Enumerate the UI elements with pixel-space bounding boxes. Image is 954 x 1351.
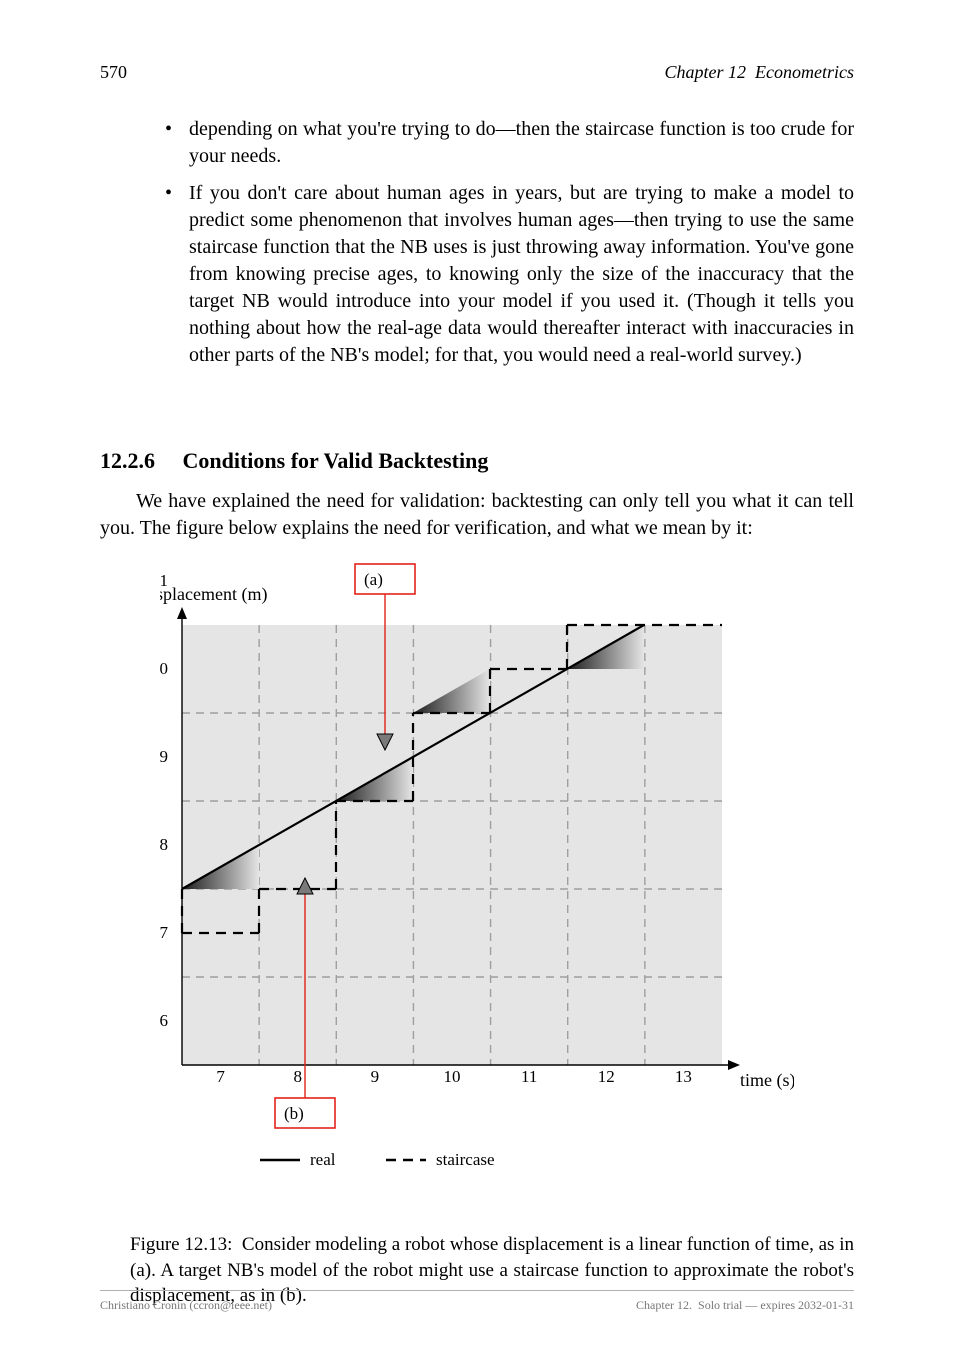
svg-text:13: 13 <box>675 1067 692 1086</box>
svg-text:8: 8 <box>293 1067 302 1086</box>
svg-text:8: 8 <box>160 835 168 854</box>
figure-12-13: 7891011121367891011time (s)displacement … <box>160 560 794 1200</box>
svg-text:12: 12 <box>598 1067 615 1086</box>
figure-svg: 7891011121367891011time (s)displacement … <box>160 560 794 1195</box>
footer-right: Chapter 12. Solo trial — expires 2032-01… <box>636 1298 854 1313</box>
page-number: 570 <box>100 62 127 83</box>
section-number: 12.2.6 <box>100 448 155 473</box>
bullet-2-text: If you don't care about human ages in ye… <box>189 180 854 369</box>
intro-paragraph: We have explained the need for validatio… <box>100 488 854 542</box>
svg-text:10: 10 <box>444 1067 461 1086</box>
bullet-1: • depending on what you're trying to do—… <box>165 116 854 170</box>
running-head: Chapter 12 Econometrics <box>665 62 854 83</box>
svg-text:7: 7 <box>160 923 169 942</box>
svg-text:6: 6 <box>160 1011 168 1030</box>
svg-text:real: real <box>310 1150 336 1169</box>
section-heading: 12.2.6 Conditions for Valid Backtesting <box>100 448 488 474</box>
page: { "page": { "number": "570", "running_he… <box>0 0 954 1351</box>
footer-left: Christiano Cronin (ccron@ieee.net) <box>100 1298 272 1313</box>
footer: Christiano Cronin (ccron@ieee.net) Chapt… <box>100 1298 854 1313</box>
footer-rule <box>100 1290 854 1291</box>
svg-text:9: 9 <box>371 1067 380 1086</box>
bullet-mark: • <box>165 180 179 369</box>
svg-text:time (s): time (s) <box>740 1070 794 1091</box>
svg-text:(b): (b) <box>284 1104 304 1123</box>
section-title: Conditions for Valid Backtesting <box>183 448 489 473</box>
svg-text:10: 10 <box>160 659 168 678</box>
svg-text:11: 11 <box>521 1067 537 1086</box>
bullet-1-text: depending on what you're trying to do—th… <box>189 116 854 170</box>
svg-text:9: 9 <box>160 747 168 766</box>
svg-text:7: 7 <box>216 1067 225 1086</box>
bullet-2: • If you don't care about human ages in … <box>165 180 854 369</box>
svg-text:(a): (a) <box>364 570 383 589</box>
caption-lead: Figure 12.13: <box>130 1234 242 1255</box>
svg-text:displacement (m): displacement (m) <box>160 584 267 605</box>
bullet-mark: • <box>165 116 179 170</box>
svg-text:staircase: staircase <box>436 1150 495 1169</box>
